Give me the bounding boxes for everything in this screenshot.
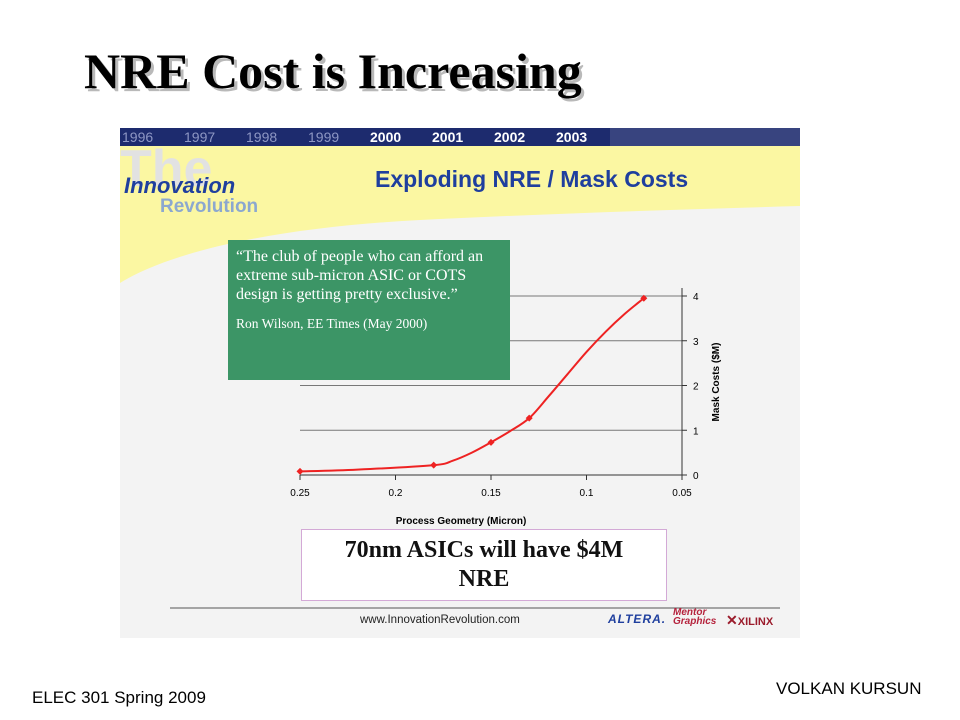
brand-innovation: Innovation [124, 173, 235, 198]
data-point-1 [430, 461, 438, 469]
slide-figure: 1996 1997 1998 1999 2000 2001 2002 2003 The Inn… [120, 128, 800, 638]
year-label-1999: 1999 [308, 129, 339, 145]
x-tick-label-0.05: 0.05 [672, 488, 692, 499]
year-bar [120, 128, 800, 146]
y-tick-label-4: 4 [693, 292, 699, 303]
banner-swoosh [120, 146, 800, 283]
nre-callout: 70nm ASICs will have $4M NRE [301, 529, 667, 601]
mentor-graphics-logo: Mentor Graphics [673, 607, 717, 627]
callout-line-1: 70nm ASICs will have $4M [344, 537, 624, 563]
banner-watermark: The [120, 140, 212, 198]
data-point-4 [640, 294, 648, 302]
year-label-2001: 2001 [432, 129, 463, 145]
x-axis-label: Process Geometry (Micron) [396, 516, 527, 527]
year-label-1996: 1996 [122, 129, 153, 145]
year-labels: 1996 1997 1998 1999 2000 2001 2002 2003 [122, 129, 587, 145]
data-point-3 [525, 414, 533, 422]
x-tick-label-0.15: 0.15 [481, 488, 501, 499]
y-tick-label-0: 0 [693, 471, 699, 482]
figure-graphic: 1996 1997 1998 1999 2000 2001 2002 2003 The Inn… [120, 128, 800, 609]
xilinx-mark-icon: ✕ [726, 612, 738, 628]
footer-course: ELEC 301 Spring 2009 [32, 688, 206, 707]
footer-url: www.InnovationRevolution.com [360, 614, 520, 626]
footer-author: VOLKAN KURSUN [776, 679, 922, 698]
x-tick-label-0.2: 0.2 [389, 488, 403, 499]
callout-line-2: NRE [458, 566, 510, 592]
quote-box: “The club of people who can afford an ex… [228, 240, 510, 380]
quote-attribution: Ron Wilson, EE Times (May 2000) [236, 316, 428, 331]
data-point-0 [296, 467, 304, 475]
quote-text: “The club of people who can afford an ex… [236, 248, 484, 303]
year-label-2000: 2000 [370, 129, 401, 145]
y-tick-label-1: 1 [693, 426, 699, 437]
data-point-2 [487, 438, 495, 446]
slide-title: NRE Cost is Increasing [84, 43, 582, 99]
chart-ticks: 0 1 2 3 4 0.25 0.2 0.15 0.1 0.05 [290, 292, 699, 499]
y-tick-label-2: 2 [693, 382, 699, 393]
xilinx-logo: ✕XILINX [726, 612, 773, 629]
altera-logo: ALTERA. [608, 612, 667, 626]
x-tick-label-0.1: 0.1 [580, 488, 594, 499]
y-axis-label: Mask Costs ($M) [711, 343, 722, 422]
brand-revolution: Revolution [160, 196, 258, 217]
year-label-2002: 2002 [494, 129, 525, 145]
year-label-1998: 1998 [246, 129, 277, 145]
y-tick-label-3: 3 [693, 337, 699, 348]
year-label-2003: 2003 [556, 129, 587, 145]
series-points [296, 294, 648, 475]
x-tick-label-0.25: 0.25 [290, 488, 310, 499]
banner-heading: Exploding NRE / Mask Costs [375, 166, 688, 192]
xilinx-wordmark: XILINX [737, 616, 774, 628]
year-label-1997: 1997 [184, 129, 215, 145]
